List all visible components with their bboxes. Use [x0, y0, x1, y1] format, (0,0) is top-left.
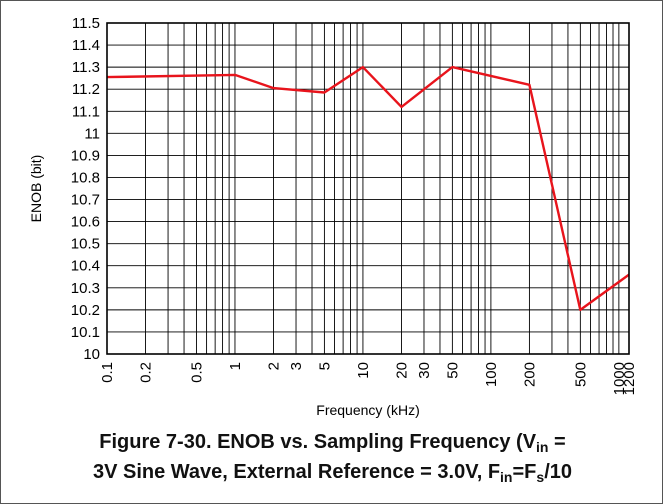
- x-tick-label: 20: [393, 362, 410, 379]
- caption-line-1: Figure 7-30. ENOB vs. Sampling Frequency…: [99, 431, 566, 455]
- x-tick-label: 3: [288, 362, 305, 370]
- y-tick-label: 11.1: [72, 103, 100, 120]
- y-tick-label: 11.2: [72, 81, 100, 98]
- y-tick-label: 10: [83, 346, 100, 363]
- x-tick-label: 0.2: [138, 362, 155, 383]
- y-tick-label: 10.8: [71, 169, 100, 186]
- enob-chart: 1010.110.210.310.410.510.610.710.810.911…: [28, 15, 638, 418]
- caption-line-2: 3V Sine Wave, External Reference = 3.0V,…: [92, 461, 573, 485]
- y-tick-label: 11: [84, 125, 100, 142]
- x-tick-label: 1: [227, 362, 244, 370]
- y-tick-label: 10.5: [71, 236, 100, 253]
- grid-lines: [106, 22, 629, 355]
- y-tick-label: 10.6: [71, 214, 100, 231]
- x-tick-label: 1200: [621, 362, 638, 395]
- x-axis-label: Frequency (kHz): [316, 402, 419, 418]
- x-tick-label: 50: [444, 362, 461, 379]
- series-group: [106, 65, 630, 312]
- x-tick-label: 2: [265, 362, 282, 370]
- x-tick-label: 10: [355, 362, 372, 379]
- y-tick-label: 11.3: [72, 59, 100, 76]
- y-tick-label: 10.1: [71, 324, 100, 341]
- x-tick-label: 200: [521, 362, 538, 387]
- y-tick-label: 10.9: [71, 147, 100, 164]
- y-tick-label: 10.2: [71, 302, 100, 319]
- plot-border: [106, 22, 630, 355]
- x-tick-label: 0.5: [188, 362, 205, 383]
- y-axis-label: ENOB (bit): [28, 155, 44, 223]
- y-tick-labels: 10 10.1 10.2 10.3 10.4 10.5 10.6 10.7 10.8 10.9 11…: [71, 15, 100, 363]
- x-tick-label: 30: [416, 362, 433, 379]
- y-tick-label: 11.5: [72, 15, 100, 32]
- figure-caption: Figure 7-30. ENOB vs. Sampling Frequency…: [1, 427, 663, 487]
- series-line: [106, 65, 630, 312]
- y-tick-label: 10.3: [71, 280, 100, 297]
- x-tick-label: 1000: [611, 362, 628, 395]
- x-tick-label: 5: [316, 362, 333, 370]
- x-tick-label: 500: [572, 362, 589, 387]
- y-tick-label: 10.7: [71, 192, 100, 209]
- y-tick-label: 10.4: [71, 258, 100, 275]
- x-tick-label: 0.1: [99, 362, 116, 383]
- y-tick-label: 11.4: [72, 37, 100, 54]
- x-tick-label: 100: [483, 362, 500, 387]
